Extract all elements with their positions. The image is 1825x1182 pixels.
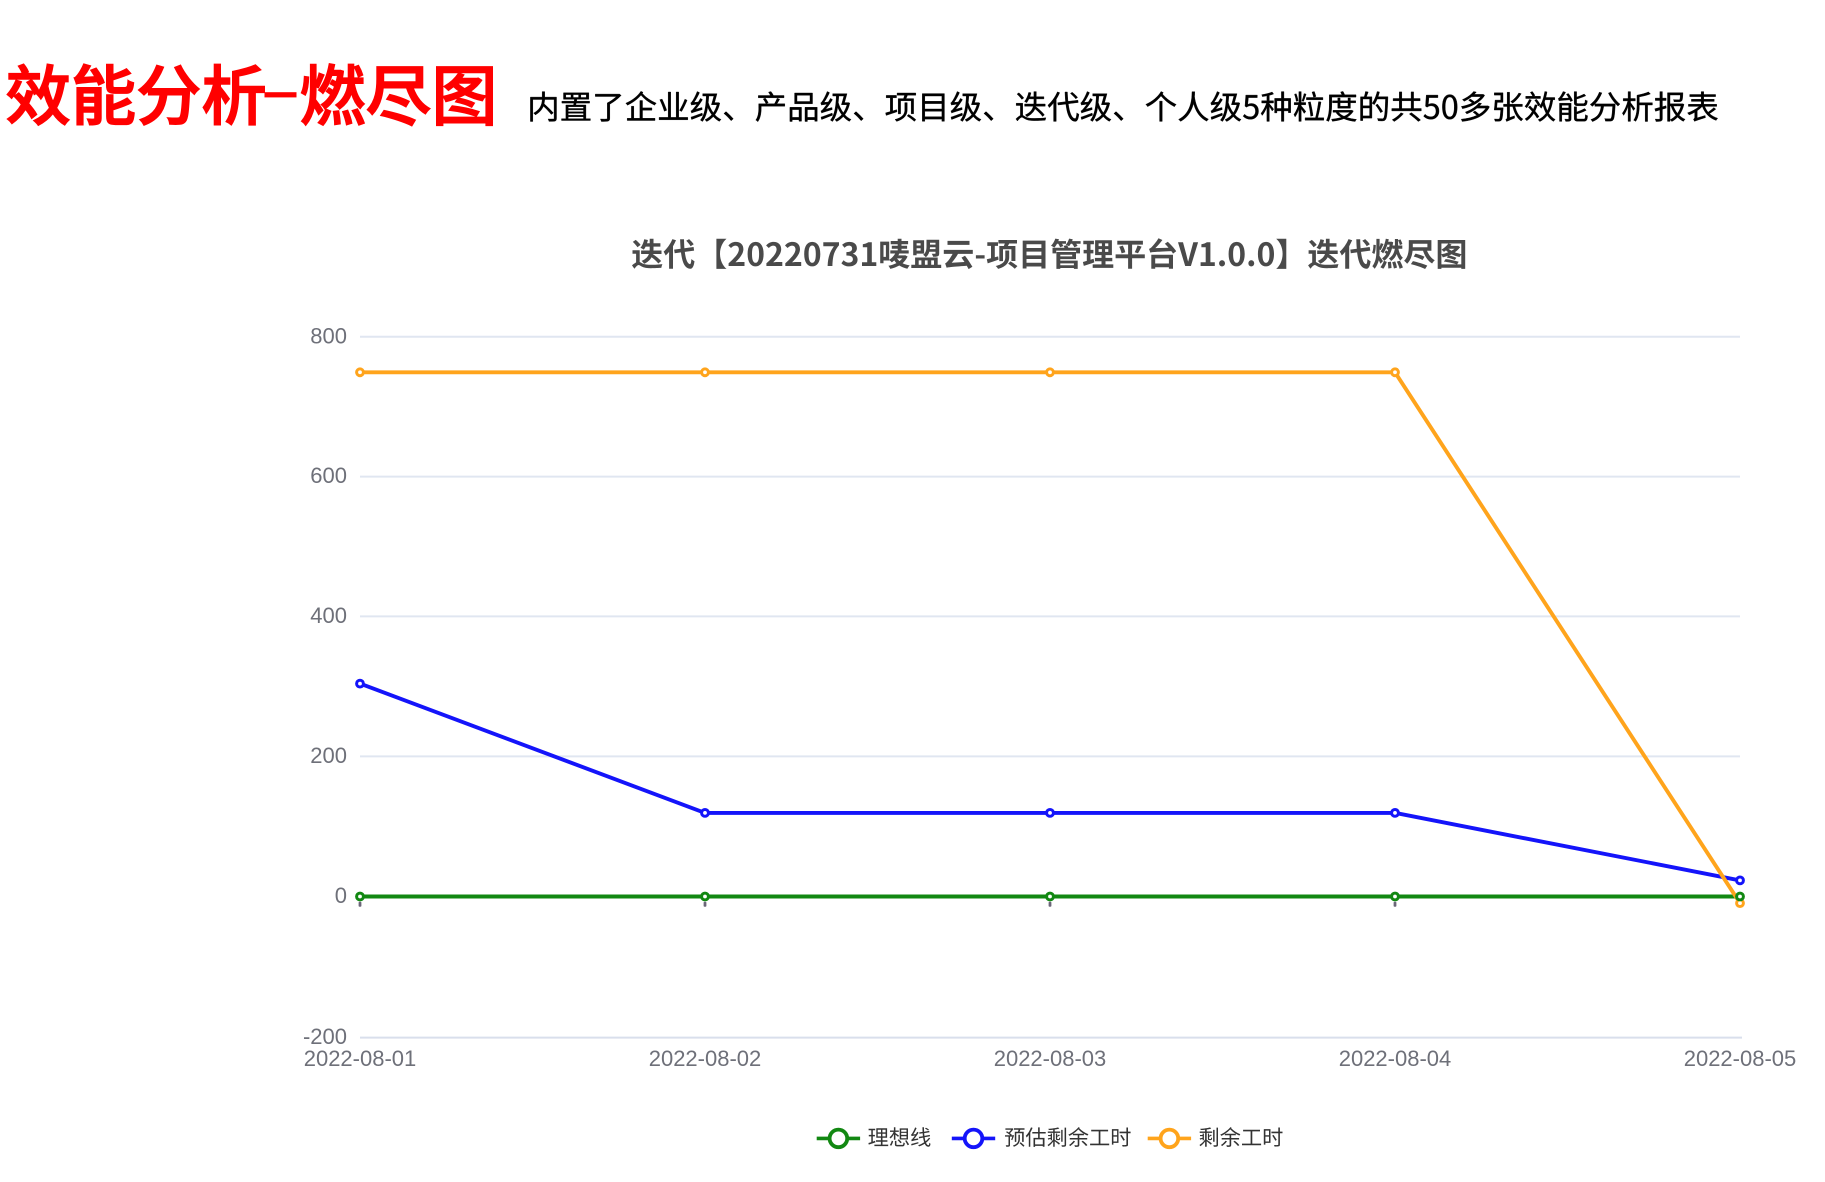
- svg-text:600: 600: [310, 463, 347, 488]
- svg-text:200: 200: [310, 743, 347, 768]
- svg-text:2022-08-05: 2022-08-05: [1684, 1046, 1797, 1071]
- svg-text:0: 0: [335, 883, 347, 908]
- svg-text:400: 400: [310, 603, 347, 628]
- svg-text:2022-08-03: 2022-08-03: [994, 1046, 1107, 1071]
- svg-text:2022-08-04: 2022-08-04: [1339, 1046, 1452, 1071]
- svg-text:2022-08-02: 2022-08-02: [649, 1046, 762, 1071]
- svg-text:2022-08-01: 2022-08-01: [304, 1046, 417, 1071]
- svg-text:800: 800: [310, 323, 347, 348]
- svg-text:-200: -200: [303, 1024, 347, 1049]
